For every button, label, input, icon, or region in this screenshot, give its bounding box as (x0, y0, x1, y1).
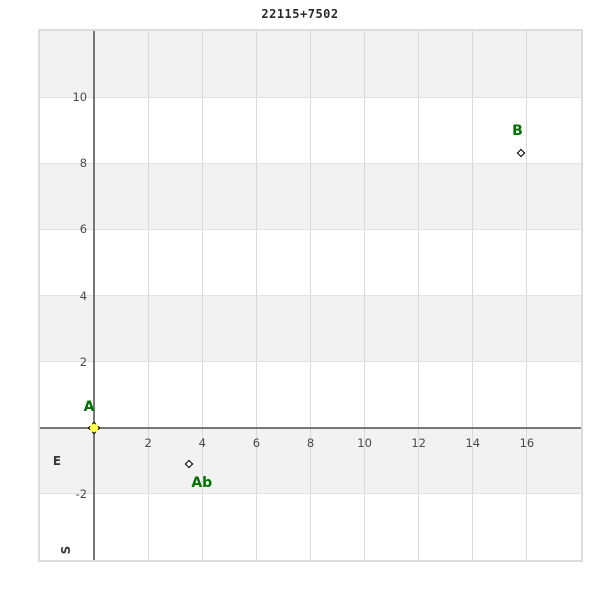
x-tick-label-16: 16 (519, 435, 535, 450)
x-tick-label-4: 4 (198, 435, 206, 450)
x-tick-label-2: 2 (144, 435, 152, 450)
gridline-y-2 (40, 361, 581, 363)
x-tick-label-12: 12 (411, 435, 427, 450)
x-tick-label-8: 8 (306, 435, 315, 450)
annotation-E: E (52, 454, 62, 468)
y-tick-label-10: 10 (72, 90, 88, 105)
y-axis-line (93, 31, 96, 560)
y-tick-label-6: 6 (79, 222, 88, 237)
y-tick-label-4: 4 (79, 288, 88, 303)
y-tick-label--2: -2 (75, 486, 88, 501)
x-tick-label-14: 14 (465, 435, 481, 450)
annotation-S: S (59, 545, 73, 555)
gridline-y-6 (40, 228, 581, 230)
point-label-A: A (83, 398, 95, 415)
x-tick-label-10: 10 (357, 435, 372, 450)
x-tick-label-6: 6 (252, 435, 261, 450)
chart-title: 22115+7502 (261, 7, 339, 21)
point-label-B: B (512, 123, 523, 140)
point-label-Ab: Ab (191, 475, 213, 492)
gridline-y-4 (40, 295, 581, 296)
gridline-y-8 (40, 162, 581, 164)
y-tick-label-8: 8 (79, 156, 88, 171)
gridline-y--2 (40, 493, 581, 495)
x-axis-line (40, 426, 581, 429)
plot-area[interactable]: 2 4 6 8 10 12 14 16 -2 2 4 6 8 10 A Ab B E S (38, 29, 583, 562)
gridline-y-10 (40, 96, 581, 98)
y-tick-label-2: 2 (79, 354, 88, 369)
